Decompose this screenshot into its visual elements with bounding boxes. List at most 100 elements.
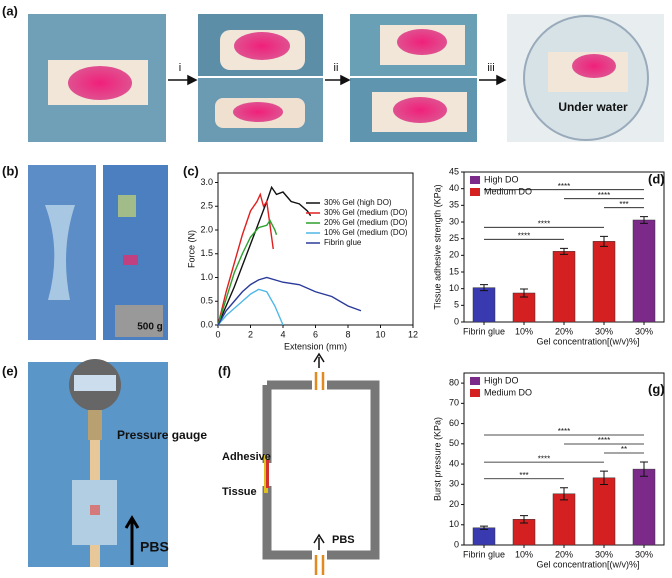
- y-tick-label: 10: [449, 519, 459, 529]
- legend-label: Medium DO: [484, 186, 532, 196]
- y-tick-label: 60: [449, 418, 459, 428]
- x-axis-label: Gel concentration[(w/v)%]: [536, 336, 639, 346]
- panel-f: Adhesive Tissue PBS: [222, 352, 380, 575]
- error-bar: [640, 461, 648, 477]
- x-tick-label: 0: [215, 329, 220, 339]
- panel-a: Under water i ii iii: [28, 14, 664, 142]
- bar: [552, 493, 576, 546]
- caption: Under water: [558, 100, 628, 114]
- legend-label: Medium DO: [484, 387, 532, 397]
- x-tick-label: 20%: [555, 326, 573, 336]
- significance-label: ****: [558, 182, 570, 191]
- panel-label: (e): [2, 363, 18, 378]
- step-label: i: [179, 62, 181, 74]
- y-axis-label: Burst pressure (KPa): [432, 417, 442, 501]
- significance-label: ****: [598, 191, 610, 200]
- bar: [632, 219, 656, 323]
- legend-label: High DO: [484, 174, 519, 184]
- y-tick-label: 20: [449, 499, 459, 509]
- tissue: [123, 255, 138, 265]
- x-tick-label: 30%: [595, 326, 613, 336]
- significance-label: ****: [538, 454, 550, 463]
- y-tick-label: 40: [449, 183, 459, 193]
- legend-label: 10% Gel (medium (DO): [324, 228, 408, 237]
- x-tick-label: 30%: [635, 549, 653, 559]
- y-tick-label: 0.0: [200, 319, 213, 329]
- legend-label: Fibrin glue: [324, 238, 362, 247]
- gel: [68, 66, 132, 100]
- error-bar: [600, 235, 608, 247]
- y-tick-label: 2.0: [200, 224, 213, 234]
- bar: [592, 477, 616, 546]
- significance-label: ****: [538, 219, 550, 228]
- arrows: [168, 74, 507, 86]
- error-bar: [480, 525, 488, 530]
- x-tick-label: 2: [248, 329, 253, 339]
- x-tick-label: 10: [375, 329, 385, 339]
- legend-swatch: [470, 389, 480, 397]
- bar: [472, 527, 496, 546]
- significance-label: ****: [518, 231, 530, 240]
- y-tick-label: 45: [449, 166, 459, 176]
- y-tick-label: 5: [454, 300, 459, 310]
- y-tick-label: 20: [449, 250, 459, 260]
- legend-label: High DO: [484, 375, 519, 385]
- x-tick-label: 10%: [515, 549, 533, 559]
- y-axis-label: Tissue adhesive strength (KPa): [432, 184, 442, 309]
- gauge-screen: [74, 375, 116, 391]
- x-tick-label: 8: [345, 329, 350, 339]
- significance-label: ****: [598, 436, 610, 445]
- series-line: [217, 185, 312, 326]
- panel-label: (g): [648, 381, 665, 396]
- y-tick-label: 35: [449, 200, 459, 210]
- gel: [572, 54, 616, 78]
- tube-end: [314, 372, 325, 575]
- weight: [115, 305, 163, 337]
- tissue: [266, 460, 269, 488]
- arrow: [124, 515, 140, 565]
- panel-label: (f): [218, 363, 231, 378]
- bar: [592, 241, 616, 323]
- y-tick-label: 0.5: [200, 296, 213, 306]
- x-tick-label: Fibrin glue: [463, 326, 505, 336]
- panel-label: (c): [183, 163, 199, 178]
- gel: [45, 205, 75, 300]
- plot-frame: [217, 172, 414, 326]
- y-tick-label: 1.0: [200, 272, 213, 282]
- adhesive-label: Adhesive: [222, 451, 271, 463]
- x-tick-label: Fibrin glue: [463, 549, 505, 559]
- y-tick-label: 10: [449, 283, 459, 293]
- panel-label: (b): [2, 163, 19, 178]
- gauge-label-text: Pressure gauge: [117, 428, 207, 442]
- tissue-label: Tissue: [222, 486, 257, 498]
- error-bar: [520, 515, 528, 524]
- significance-label: ****: [558, 427, 570, 436]
- error-bar: [560, 487, 568, 501]
- panel-label: (a): [2, 3, 18, 18]
- series-line: [217, 288, 284, 326]
- gel: [234, 32, 290, 60]
- y-axis-label: Force (N): [186, 230, 196, 268]
- legend-label: 20% Gel (medium (DO): [324, 218, 408, 227]
- connector: [88, 410, 102, 440]
- gel: [393, 97, 447, 123]
- fluid-label: PBS: [140, 539, 169, 555]
- legend-swatch: [470, 188, 480, 196]
- significance-label: ***: [519, 471, 528, 480]
- panel-label: (d): [648, 171, 665, 186]
- weight-label: 500 g: [137, 322, 163, 333]
- y-tick-label: 30: [449, 216, 459, 226]
- gel: [397, 29, 447, 55]
- y-tick-label: 1.5: [200, 248, 213, 258]
- y-tick-label: 50: [449, 438, 459, 448]
- legend-label: 30% Gel (medium (DO): [324, 208, 408, 217]
- error-bar: [480, 284, 488, 292]
- y-tick-label: 3.0: [200, 177, 213, 187]
- port: [312, 372, 327, 387]
- bar: [552, 251, 576, 323]
- y-tick-label: 40: [449, 458, 459, 468]
- legend-label: 30% Gel (high DO): [324, 198, 392, 207]
- port: [312, 553, 327, 568]
- gauge-label: Pressure gauge: [117, 428, 207, 442]
